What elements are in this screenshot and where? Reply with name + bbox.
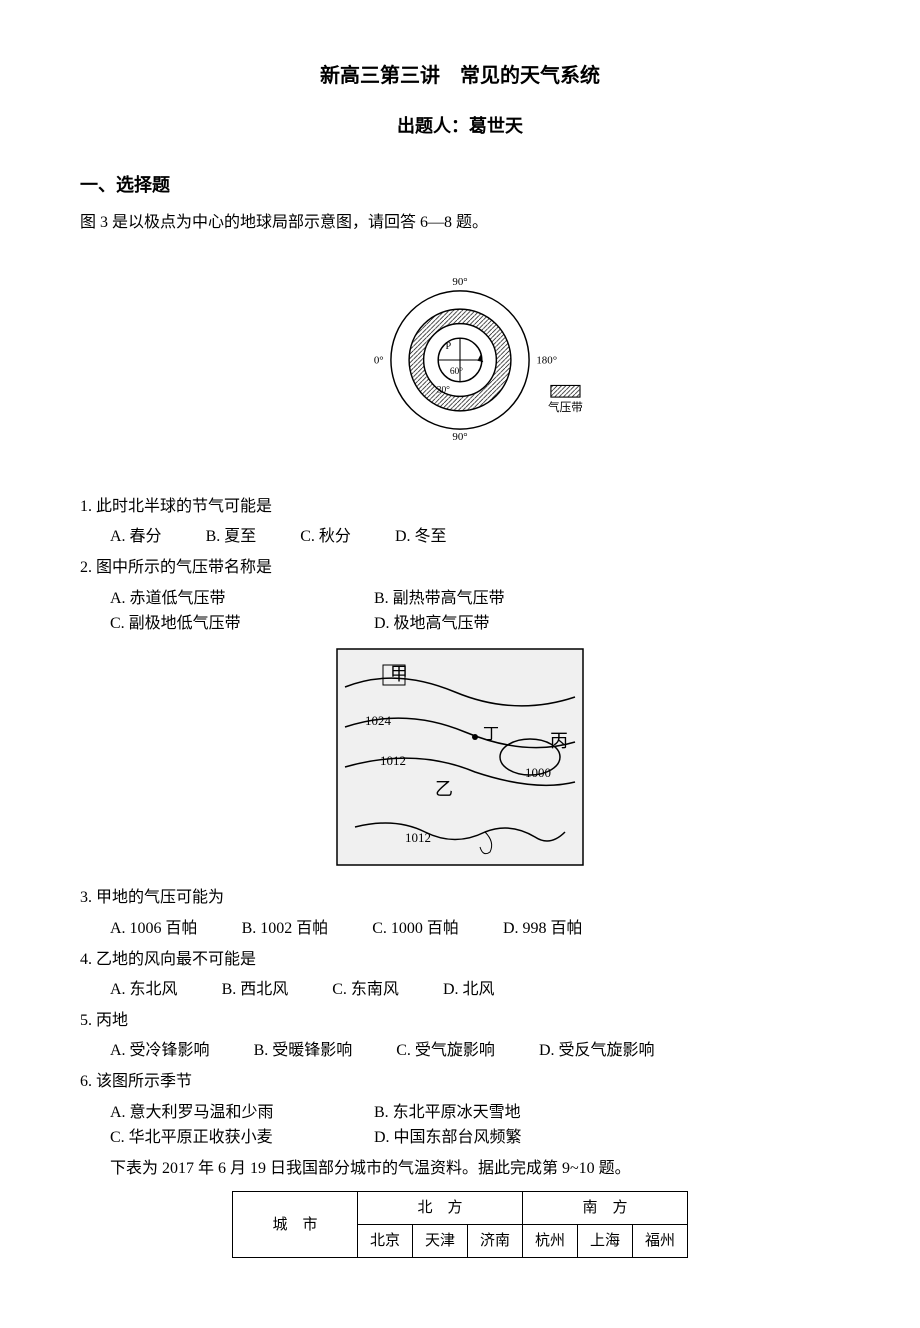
fig1-label-top: 90° <box>452 276 467 288</box>
q4-option-d: D. 北风 <box>443 977 495 1003</box>
fig1-label-30: 30° <box>437 385 450 396</box>
figure-1-polar: 90° 90° 0° 180° P 60° 30° 气压带 <box>80 245 840 484</box>
fig2-isobar-1024: 1024 <box>365 713 392 728</box>
q3-option-a: A. 1006 百帕 <box>110 916 198 942</box>
question-4-options: A. 东北风 B. 西北风 C. 东南风 D. 北风 <box>110 977 840 1003</box>
question-2-options: A. 赤道低气压带 B. 副热带高气压带 C. 副极地低气压带 D. 极地高气压… <box>110 586 840 637</box>
question-6: 6. 该图所示季节 <box>80 1069 840 1095</box>
table-city-cell: 福州 <box>633 1225 688 1258</box>
fig1-label-right: 180° <box>536 355 557 367</box>
q4-option-a: A. 东北风 <box>110 977 178 1003</box>
q5-option-a: A. 受冷锋影响 <box>110 1038 210 1064</box>
table-city-cell: 杭州 <box>523 1225 578 1258</box>
table-city-cell: 上海 <box>578 1225 633 1258</box>
question-5: 5. 丙地 <box>80 1008 840 1034</box>
table-north-header: 北 方 <box>357 1192 522 1225</box>
q1-option-a: A. 春分 <box>110 524 162 550</box>
table-row: 城 市 北 方 南 方 <box>232 1192 687 1225</box>
fig1-legend-label: 气压带 <box>548 400 583 414</box>
q6-option-b: B. 东北平原冰天雪地 <box>374 1100 594 1126</box>
q2-option-c: C. 副极地低气压带 <box>110 611 330 637</box>
q6-option-a: A. 意大利罗马温和少雨 <box>110 1100 330 1126</box>
question-3: 3. 甲地的气压可能为 <box>80 885 840 911</box>
table-city-cell: 天津 <box>412 1225 467 1258</box>
table-city-cell: 济南 <box>467 1225 522 1258</box>
q1-option-d: D. 冬至 <box>395 524 447 550</box>
prompt-1: 图 3 是以极点为中心的地球局部示意图，请回答 6—8 题。 <box>80 210 840 236</box>
fig2-label-ding: 丁 <box>483 726 499 743</box>
q3-option-c: C. 1000 百帕 <box>372 916 459 942</box>
fig2-isobar-1000: 1000 <box>525 765 551 780</box>
q2-option-b: B. 副热带高气压带 <box>374 586 594 612</box>
question-4: 4. 乙地的风向最不可能是 <box>80 947 840 973</box>
fig2-isobar-1012b: 1012 <box>405 830 431 845</box>
question-1: 1. 此时北半球的节气可能是 <box>80 494 840 520</box>
fig2-isobar-1012: 1012 <box>380 753 406 768</box>
q1-option-b: B. 夏至 <box>206 524 257 550</box>
question-6-options: A. 意大利罗马温和少雨 B. 东北平原冰天雪地 C. 华北平原正收获小麦 D.… <box>110 1100 840 1151</box>
fig1-label-60: 60° <box>450 366 463 377</box>
q5-option-d: D. 受反气旋影响 <box>539 1038 655 1064</box>
fig1-label-bottom: 90° <box>452 431 467 443</box>
table-south-header: 南 方 <box>523 1192 688 1225</box>
q4-option-c: C. 东南风 <box>332 977 399 1003</box>
q3-option-b: B. 1002 百帕 <box>242 916 329 942</box>
fig1-label-p: P <box>445 341 451 352</box>
section-heading: 一、选择题 <box>80 171 840 200</box>
q5-option-c: C. 受气旋影响 <box>396 1038 495 1064</box>
q4-option-b: B. 西北风 <box>222 977 289 1003</box>
question-1-options: A. 春分 B. 夏至 C. 秋分 D. 冬至 <box>110 524 840 550</box>
table-city-cell: 北京 <box>357 1225 412 1258</box>
q3-option-d: D. 998 百帕 <box>503 916 583 942</box>
prompt-2: 下表为 2017 年 6 月 19 日我国部分城市的气温资料。据此完成第 9~1… <box>110 1156 840 1182</box>
page-title: 新高三第三讲 常见的天气系统 <box>80 60 840 92</box>
question-2: 2. 图中所示的气压带名称是 <box>80 555 840 581</box>
q6-option-d: D. 中国东部台风频繁 <box>374 1125 594 1151</box>
q2-option-a: A. 赤道低气压带 <box>110 586 330 612</box>
q1-option-c: C. 秋分 <box>300 524 351 550</box>
question-5-options: A. 受冷锋影响 B. 受暖锋影响 C. 受气旋影响 D. 受反气旋影响 <box>110 1038 840 1064</box>
fig2-label-yi: 乙 <box>435 779 453 799</box>
table-city-label: 城 市 <box>232 1192 357 1258</box>
q6-option-c: C. 华北平原正收获小麦 <box>110 1125 330 1151</box>
q2-option-d: D. 极地高气压带 <box>374 611 594 637</box>
fig2-label-bing: 丙 <box>550 731 568 751</box>
question-3-options: A. 1006 百帕 B. 1002 百帕 C. 1000 百帕 D. 998 … <box>110 916 840 942</box>
figure-2-isobar-map: 甲 乙 丙 丁 1024 1012 1000 1012 <box>80 647 840 876</box>
fig1-label-left: 0° <box>374 355 384 367</box>
q5-option-b: B. 受暖锋影响 <box>254 1038 353 1064</box>
author-line: 出题人：葛世天 <box>80 112 840 141</box>
temperature-table: 城 市 北 方 南 方 北京 天津 济南 杭州 上海 福州 <box>232 1191 688 1258</box>
